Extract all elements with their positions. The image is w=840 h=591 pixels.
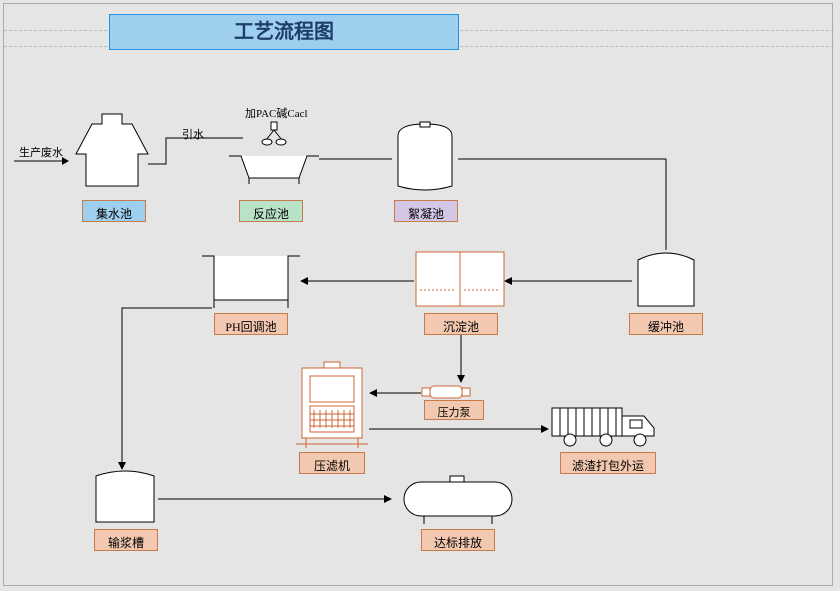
react-basin-icon bbox=[229, 122, 319, 192]
buffer-tank-icon bbox=[634, 250, 698, 310]
phadj-basin-icon bbox=[202, 252, 300, 310]
yinshui-label: 引水 bbox=[182, 126, 204, 142]
pressure-pump-icon bbox=[422, 384, 470, 400]
flow-arrow bbox=[369, 388, 421, 398]
filter-press-icon bbox=[296, 362, 368, 448]
flow-arrow bbox=[369, 424, 549, 434]
flow-arrow bbox=[122, 308, 214, 470]
flocc-tank-icon bbox=[392, 122, 458, 192]
flow-arrow bbox=[504, 276, 632, 286]
phadj-label: PH回调池 bbox=[214, 313, 288, 335]
react-label: 反应池 bbox=[239, 200, 303, 222]
discharge-vessel-icon bbox=[394, 476, 522, 526]
flow-line bbox=[319, 154, 392, 164]
additive-label: 加PAC碱Cacl bbox=[245, 105, 308, 121]
discharge-label: 达标排放 bbox=[421, 529, 495, 551]
flocc-label: 絮凝池 bbox=[394, 200, 458, 222]
truck-icon bbox=[552, 402, 662, 448]
flow-arrow bbox=[300, 276, 414, 286]
slurry-label: 输浆槽 bbox=[94, 529, 158, 551]
ppump-label: 压力泵 bbox=[424, 400, 484, 420]
slurry-tank-icon bbox=[92, 468, 158, 526]
flow-arrow bbox=[14, 156, 69, 166]
collect-label: 集水池 bbox=[82, 200, 146, 222]
transport-label: 滤渣打包外运 bbox=[560, 452, 656, 474]
buffer-label: 缓冲池 bbox=[629, 313, 703, 335]
press-label: 压滤机 bbox=[299, 452, 365, 474]
settle-label: 沉淀池 bbox=[424, 313, 498, 335]
diagram-canvas: 工艺流程图 生产废水 引水 加PAC碱Cacl bbox=[3, 3, 833, 586]
flow-arrow bbox=[158, 494, 392, 504]
page-title: 工艺流程图 bbox=[109, 14, 459, 50]
flow-line bbox=[458, 154, 670, 254]
collect-tank-icon bbox=[76, 114, 148, 194]
flow-arrow bbox=[456, 335, 466, 383]
settle-tank-icon bbox=[416, 252, 504, 310]
